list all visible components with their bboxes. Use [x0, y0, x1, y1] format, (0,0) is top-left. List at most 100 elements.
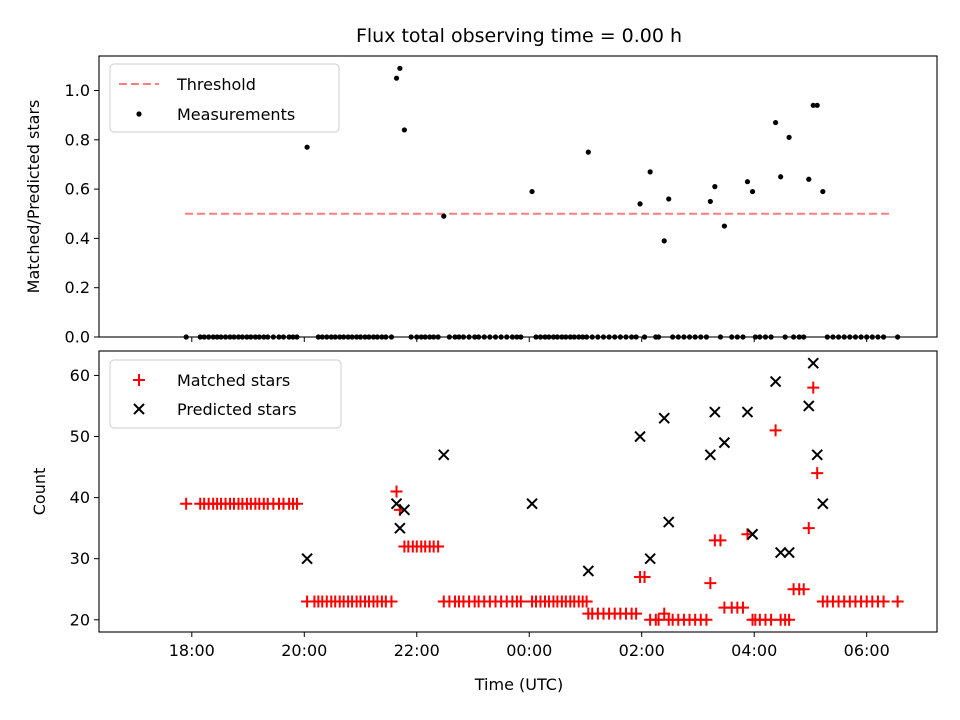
measurement-point — [712, 184, 718, 190]
predicted-star-point — [709, 406, 721, 418]
matched-star-point — [638, 571, 651, 584]
x-tick-label: 00:00 — [506, 641, 552, 660]
matched-star-point — [180, 497, 193, 510]
matched-star-point — [783, 613, 796, 626]
measurement-point — [529, 188, 535, 195]
measurement-point — [585, 149, 591, 155]
predicted-star-point — [807, 357, 819, 369]
bottom-plot-area — [180, 357, 904, 626]
top-y-tick-label: 0.4 — [65, 229, 90, 248]
measurement-point — [393, 75, 400, 81]
x-tick-label: 04:00 — [731, 641, 777, 660]
predicted-star-point — [634, 430, 646, 443]
bottom-y-tick-label: 60 — [70, 366, 90, 385]
top-y-tick-label: 1.0 — [65, 81, 90, 100]
matched-star-point — [797, 583, 810, 596]
matched-star-point — [891, 595, 904, 608]
predicted-star-point — [390, 498, 403, 510]
measurement-point — [666, 196, 672, 202]
top-x-axis — [191, 337, 868, 342]
measurement-point — [820, 188, 826, 195]
bottom-y-tick-label: 20 — [70, 610, 90, 629]
top-panel: 0.0 0.2 0.4 0.6 0.8 1.0 Matched/Predicted sta… — [24, 55, 938, 347]
measurements-legend-label: Measurements — [177, 105, 295, 124]
bottom-y-tick-label: 50 — [70, 427, 90, 446]
bottom-y-tick-label: 30 — [70, 549, 90, 568]
predicted-star-point — [398, 504, 411, 516]
measurement-point — [749, 188, 756, 195]
matched-legend-swatch — [133, 374, 145, 386]
measurement-point — [806, 176, 812, 182]
predicted-star-point — [811, 449, 823, 461]
predicted-star-point — [783, 546, 795, 559]
predicted-star-point — [301, 552, 313, 565]
x-tick-label: 06:00 — [844, 641, 890, 660]
matched-star-point — [658, 607, 671, 620]
predicted-star-point — [438, 449, 450, 461]
measurement-point — [401, 127, 407, 133]
measurement-point — [786, 134, 792, 140]
matched-star-point — [290, 497, 303, 510]
x-tick-label: 20:00 — [281, 641, 327, 660]
bottom-legend: Matched stars Predicted stars — [109, 359, 342, 429]
bottom-y-axis: 20 30 40 50 60 — [70, 366, 99, 629]
measurement-point — [772, 119, 779, 126]
predicted-star-point — [704, 449, 717, 461]
matched-star-point — [385, 595, 398, 608]
top-y-tick-label: 0.6 — [65, 180, 90, 199]
matched-legend-label: Matched stars — [177, 371, 290, 390]
top-plot-area — [183, 65, 901, 340]
measurement-point — [647, 169, 653, 175]
measurement-point — [304, 144, 310, 150]
measurement-point — [744, 179, 751, 185]
predicted-star-point — [774, 546, 787, 559]
bottom-legend-box — [109, 359, 342, 429]
measurement-point — [778, 174, 784, 180]
predicted-star-point — [718, 436, 731, 449]
bottom-x-axis: 18:00 20:00 22:00 00:00 02:00 04:00 06:00 — [169, 632, 890, 660]
predicted-star-point — [582, 565, 595, 577]
measurement-point — [637, 201, 643, 207]
matched-star-point — [714, 534, 727, 547]
predicted-star-point — [817, 498, 829, 510]
matched-star-point — [769, 424, 782, 437]
x-tick-label: 22:00 — [394, 641, 440, 660]
bottom-y-tick-label: 40 — [70, 488, 90, 507]
bottom-axes-frame — [98, 350, 938, 633]
chart-title: Flux total observing time = 0.00 h — [356, 25, 682, 47]
x-axis-label: Time (UTC) — [474, 675, 563, 694]
top-legend: Threshold Measurements — [109, 63, 340, 133]
top-y-tick-label: 0.8 — [65, 130, 90, 149]
measurement-point — [814, 102, 820, 108]
top-y-tick-label: 0.0 — [65, 328, 90, 347]
matched-star-point — [802, 522, 815, 535]
matched-star-point — [514, 595, 527, 608]
measurement-point — [810, 102, 816, 108]
predicted-star-point — [769, 375, 782, 388]
measurement-point — [721, 223, 728, 229]
measurement-point — [397, 65, 403, 71]
top-legend-box — [109, 63, 340, 133]
matched-star-point — [580, 595, 593, 608]
matched-star-point — [700, 613, 713, 626]
measurement-point — [661, 238, 667, 244]
matched-star-point — [877, 595, 890, 608]
matched-star-point — [630, 607, 643, 620]
top-y-axis: 0.0 0.2 0.4 0.6 0.8 1.0 — [65, 81, 99, 347]
predicted-star-point — [644, 552, 656, 565]
predicted-star-point — [526, 498, 538, 510]
predicted-legend-label: Predicted stars — [177, 400, 297, 419]
matched-star-point — [736, 601, 749, 614]
predicted-star-point — [746, 528, 759, 540]
matched-star-point — [807, 381, 820, 394]
top-y-tick-label: 0.2 — [65, 278, 90, 297]
matched-star-point — [652, 613, 665, 626]
x-tick-label: 18:00 — [169, 641, 215, 660]
predicted-star-point — [658, 412, 670, 424]
top-axes-frame — [98, 55, 938, 338]
measurement-point — [707, 198, 713, 205]
predicted-legend-swatch — [133, 403, 145, 415]
measurements-legend-swatch — [136, 111, 142, 117]
predicted-star-point — [394, 522, 406, 534]
